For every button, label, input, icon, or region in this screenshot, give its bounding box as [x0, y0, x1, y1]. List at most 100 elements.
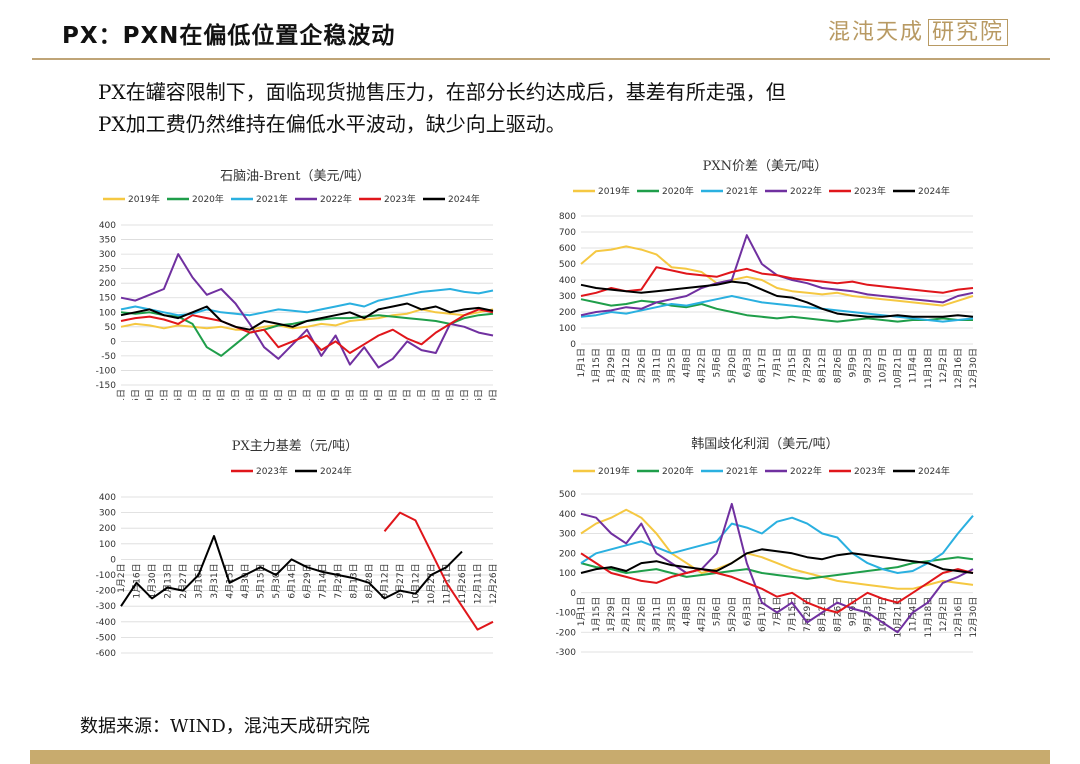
x-tick-label: 6月14日: [287, 563, 298, 598]
x-tick-label: 1月15日: [591, 348, 602, 383]
x-tick-label: 6月17日: [757, 597, 768, 632]
series-line: [120, 535, 463, 607]
legend-item: 2022年: [765, 185, 822, 197]
x-tick-label: 12月2日: [938, 597, 949, 632]
x-tick-label: 12月30日: [488, 389, 499, 400]
chart-pxn-spread: PXN价差（美元/吨） 2019年 2020年 2021年 2022年 2023年 2024…: [559, 159, 979, 389]
series-line: [580, 266, 974, 297]
x-tick-label: 12月30日: [968, 348, 979, 389]
y-tick-label: 600: [559, 244, 576, 254]
x-tick-label: 8月12日: [817, 348, 828, 383]
legend-item: 2019年: [573, 465, 630, 477]
legend-item: 2022年: [295, 193, 352, 205]
x-tick-label: 2月12日: [621, 597, 632, 632]
legend-label: 2022年: [320, 193, 352, 205]
y-tick-label: 200: [559, 549, 576, 559]
legend-label: 2023年: [384, 193, 416, 205]
x-tick-label: 2月26日: [173, 389, 184, 400]
x-tick-label: 11月4日: [908, 597, 919, 632]
y-tick-label: 250: [99, 265, 116, 275]
x-tick-label: 1月2日: [116, 563, 127, 592]
x-tick-label: 11月4日: [908, 348, 919, 383]
x-tick-label: 7月15日: [787, 348, 798, 383]
y-tick-label: 150: [99, 294, 116, 304]
legend-item: 2020年: [167, 193, 224, 205]
x-tick-label: 7月15日: [787, 597, 798, 632]
y-tick-label: 300: [559, 292, 576, 302]
legend-item: 2019年: [573, 185, 630, 197]
legend-item: 2023年: [231, 465, 288, 477]
legend-label: 2021年: [256, 193, 288, 205]
x-tick-label: 5月20日: [727, 348, 738, 383]
x-tick-label: 11月18日: [445, 389, 456, 400]
x-tick-label: 8月26日: [359, 389, 370, 400]
legend-label: 2019年: [128, 193, 160, 205]
x-tick-label: 12月16日: [953, 348, 964, 389]
y-tick-label: 0: [110, 555, 116, 565]
x-tick-label: 4月8日: [216, 389, 227, 400]
x-tick-label: 12月11日: [473, 563, 484, 604]
legend-label: 2020年: [662, 465, 694, 477]
x-tick-label: 2月26日: [636, 597, 647, 632]
y-tick-label: 400: [99, 221, 116, 231]
legend-label: 2021年: [726, 465, 758, 477]
legend-item: 2021年: [701, 185, 758, 197]
x-tick-label: 6月3日: [742, 348, 753, 377]
legend-label: 2023年: [256, 465, 288, 477]
x-tick-label: 5月6日: [712, 348, 723, 377]
x-tick-label: 1月29日: [606, 348, 617, 383]
y-tick-label: 100: [559, 569, 576, 579]
y-tick-label: 500: [559, 260, 576, 270]
x-tick-label: 4月15日: [225, 563, 236, 598]
x-tick-label: 1月30日: [147, 563, 158, 598]
x-tick-label: 6月3日: [273, 389, 284, 400]
y-tick-label: 800: [559, 212, 576, 222]
x-tick-label: 8月26日: [832, 348, 843, 383]
footer-bar: [30, 750, 1050, 764]
chart-title: PX主力基差（元/吨）: [232, 439, 358, 454]
x-tick-label: 9月9日: [847, 348, 858, 377]
x-tick-label: 3月11日: [188, 389, 199, 400]
x-tick-label: 1月1日: [576, 348, 587, 377]
x-tick-label: 12月2日: [938, 348, 949, 383]
series-line: [383, 511, 494, 631]
y-tick-label: 100: [559, 324, 576, 334]
legend-label: 2020年: [662, 185, 694, 197]
x-tick-label: 3月16日: [194, 563, 205, 598]
chart-title: 石脑油-Brent（美元/吨）: [220, 169, 370, 184]
x-tick-label: 11月18日: [923, 597, 934, 638]
y-tick-label: 350: [99, 236, 116, 246]
series-line: [580, 508, 974, 590]
y-tick-label: -200: [96, 587, 117, 597]
x-tick-label: 7月29日: [802, 597, 813, 632]
description-line-2: PX加工费仍然维持在偏低水平波动，缺少向上驱动。: [98, 112, 566, 136]
x-tick-label: 11月26日: [457, 563, 468, 604]
series-line: [120, 253, 494, 369]
x-tick-label: 8月12日: [817, 597, 828, 632]
logo: 混沌天成 研究院: [828, 14, 1009, 46]
x-tick-label: 9月9日: [847, 597, 858, 626]
series-line: [120, 308, 494, 331]
x-tick-label: 1月16日: [132, 563, 143, 598]
y-tick-label: -200: [556, 628, 577, 638]
page-title: PX：PXN在偏低位置企稳波动: [62, 23, 396, 49]
x-tick-label: 6月17日: [288, 389, 299, 400]
legend-label: 2024年: [448, 193, 480, 205]
legend-item: 2021年: [701, 465, 758, 477]
y-tick-label: 0: [110, 337, 116, 347]
x-tick-label: 9月23日: [388, 389, 399, 400]
x-tick-label: 5月15日: [256, 563, 267, 598]
series-line: [120, 308, 494, 354]
legend-item: 2022年: [765, 465, 822, 477]
x-tick-label: 8月12日: [345, 389, 356, 400]
x-tick-label: 1月29日: [145, 389, 156, 400]
legend-label: 2023年: [854, 185, 886, 197]
x-tick-label: 10月7日: [402, 389, 413, 400]
x-tick-label: 4月22日: [697, 348, 708, 383]
x-tick-label: 2月12日: [621, 348, 632, 383]
x-tick-label: 6月3日: [742, 597, 753, 626]
x-tick-label: 10月7日: [878, 597, 889, 632]
series-line: [580, 515, 974, 574]
y-tick-label: 400: [559, 510, 576, 520]
legend-label: 2022年: [790, 465, 822, 477]
